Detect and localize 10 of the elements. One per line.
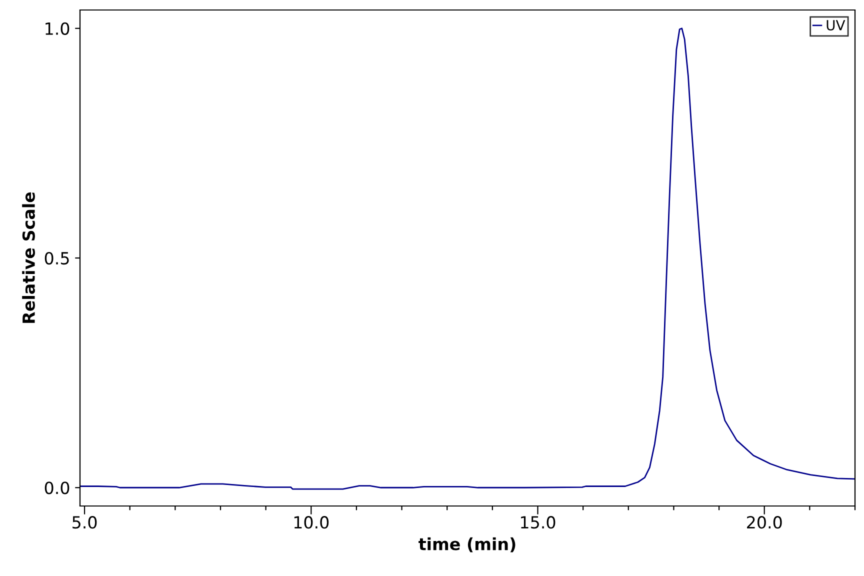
x-tick-label: 15.0: [521, 516, 556, 529]
x-tick-label: 10.0: [294, 516, 329, 529]
y-tick-label: 0.5: [44, 252, 69, 265]
x-axis-title: time (min): [418, 537, 516, 552]
y-axis-title: Relative Scale: [22, 192, 35, 323]
x-tick-label: 5.0: [72, 516, 97, 529]
legend-label: UV: [826, 20, 846, 30]
y-tick-label: 0.0: [44, 482, 70, 494]
x-tick-label: 20.0: [747, 516, 782, 529]
y-tick-label: 1.0: [46, 22, 70, 35]
